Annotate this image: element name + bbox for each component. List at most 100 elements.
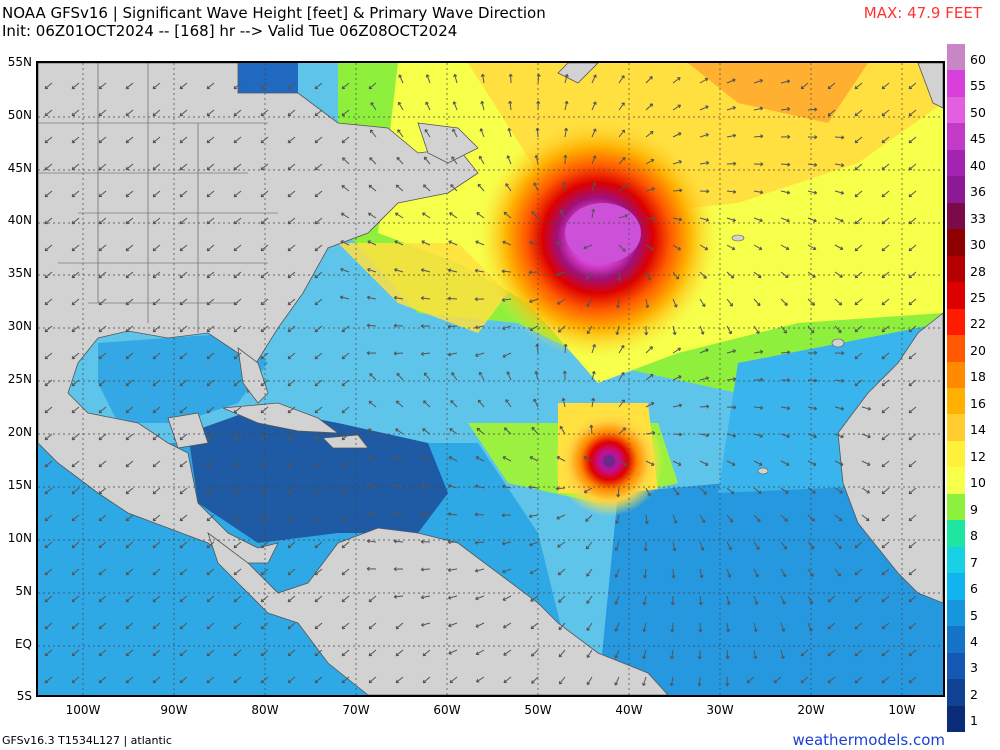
wave-direction-arrow xyxy=(448,649,458,655)
wave-direction-arrow xyxy=(725,676,730,687)
colorbar-label: 33 xyxy=(970,210,986,226)
wave-height-map xyxy=(36,61,945,697)
wave-direction-arrow xyxy=(98,379,107,387)
wave-direction-arrow xyxy=(478,155,485,165)
wave-direction-arrow xyxy=(125,190,134,198)
wave-direction-arrow xyxy=(206,136,215,144)
wave-direction-arrow xyxy=(645,187,655,192)
wave-direction-arrow xyxy=(206,379,215,387)
wave-direction-arrow xyxy=(366,323,377,328)
colorbar-label: 14 xyxy=(970,422,986,438)
wave-direction-arrow xyxy=(71,433,80,441)
wave-direction-arrow xyxy=(726,325,732,335)
wave-direction-arrow xyxy=(125,460,134,468)
lat-label: 5S xyxy=(16,689,32,703)
lat-label: 35N xyxy=(7,266,32,280)
wave-direction-arrow xyxy=(314,109,323,117)
wave-direction-arrow xyxy=(508,73,513,84)
wave-direction-arrow xyxy=(854,595,863,603)
wave-direction-arrow xyxy=(501,297,512,302)
wave-direction-arrow xyxy=(475,676,485,683)
wave-direction-arrow xyxy=(449,212,458,219)
wave-direction-arrow xyxy=(71,109,80,117)
wave-direction-arrow xyxy=(233,190,242,198)
wave-direction-arrow xyxy=(591,74,597,84)
wave-direction-arrow xyxy=(260,460,269,468)
wave-direction-arrow xyxy=(366,539,377,544)
wave-direction-arrow xyxy=(501,541,512,546)
wave-direction-arrow xyxy=(98,298,107,306)
wave-direction-arrow xyxy=(881,136,890,144)
wave-direction-arrow xyxy=(98,325,107,333)
wave-direction-arrow xyxy=(583,456,593,462)
wave-direction-arrow xyxy=(395,622,404,630)
wave-direction-arrow xyxy=(645,460,655,466)
wave-direction-arrow xyxy=(474,268,485,273)
wave-direction-arrow xyxy=(44,298,53,306)
wave-direction-arrow xyxy=(726,405,737,410)
wave-direction-arrow xyxy=(125,82,134,90)
wave-direction-arrow xyxy=(233,676,242,684)
wave-direction-arrow xyxy=(557,541,566,548)
wave-direction-arrow xyxy=(71,568,80,576)
colorbar-segment xyxy=(947,96,965,124)
lat-label: 10N xyxy=(7,531,32,545)
wave-direction-arrow xyxy=(506,155,512,165)
wave-direction-arrow xyxy=(368,184,377,192)
wave-direction-arrow xyxy=(98,460,107,468)
wave-direction-arrow xyxy=(287,460,296,468)
wave-direction-arrow xyxy=(98,649,107,657)
wave-direction-arrow xyxy=(393,539,404,544)
wave-direction-arrow xyxy=(420,324,431,329)
wave-direction-arrow xyxy=(591,397,596,408)
wave-direction-arrow xyxy=(206,163,215,171)
wave-direction-arrow xyxy=(780,406,791,411)
wave-direction-arrow xyxy=(314,136,323,144)
wave-direction-arrow xyxy=(368,400,377,408)
wave-direction-arrow xyxy=(699,433,710,438)
wave-direction-arrow xyxy=(672,132,682,138)
colorbar-segment xyxy=(947,493,965,521)
wave-direction-arrow xyxy=(339,295,350,300)
wave-direction-arrow xyxy=(367,456,377,462)
wave-direction-arrow xyxy=(44,271,53,279)
wave-direction-arrow xyxy=(152,244,161,252)
colorbar-segment xyxy=(947,308,965,336)
lon-label: 20W xyxy=(797,703,825,717)
wave-direction-arrow xyxy=(557,325,566,333)
wave-direction-arrow xyxy=(367,212,377,219)
wave-direction-arrow xyxy=(615,325,620,336)
wave-direction-arrow xyxy=(671,568,676,579)
wave-direction-arrow xyxy=(366,350,377,356)
wave-direction-arrow xyxy=(503,649,512,656)
wave-direction-arrow xyxy=(179,487,188,495)
wave-direction-arrow xyxy=(477,183,485,192)
wave-direction-arrow xyxy=(586,271,593,280)
wave-direction-arrow xyxy=(260,271,269,279)
wave-direction-arrow xyxy=(393,351,404,356)
wave-direction-arrow xyxy=(475,622,485,628)
wave-direction-arrow xyxy=(699,160,710,165)
wave-direction-arrow xyxy=(672,104,682,111)
wave-direction-arrow xyxy=(125,568,134,576)
wave-direction-arrow xyxy=(699,348,709,354)
colorbar-label: 55 xyxy=(970,78,986,94)
wave-direction-arrow xyxy=(529,456,539,462)
wave-direction-arrow xyxy=(697,649,702,660)
wave-direction-arrow xyxy=(98,82,107,90)
wave-direction-arrow xyxy=(260,541,269,549)
wave-direction-arrow xyxy=(881,676,890,684)
wave-direction-arrow xyxy=(368,428,377,435)
colorbar-segment xyxy=(947,652,965,680)
wave-direction-arrow xyxy=(287,649,296,657)
wave-direction-arrow xyxy=(827,622,836,630)
colorbar-segment xyxy=(947,388,965,415)
wave-direction-arrow xyxy=(834,568,841,577)
wave-direction-arrow xyxy=(780,433,790,438)
wave-direction-arrow xyxy=(287,217,296,225)
wave-direction-arrow xyxy=(260,433,269,441)
wave-direction-arrow xyxy=(699,77,709,84)
lon-label: 90W xyxy=(160,703,188,717)
wave-direction-arrow xyxy=(474,325,485,330)
wave-direction-arrow xyxy=(645,103,654,111)
